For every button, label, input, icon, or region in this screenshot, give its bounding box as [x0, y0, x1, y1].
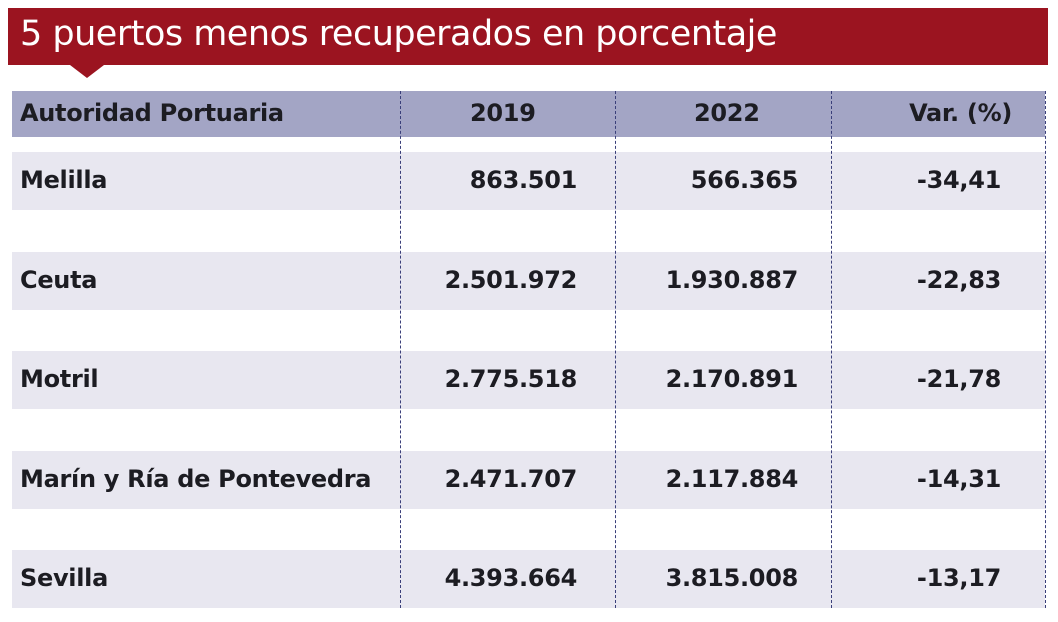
cell-name: Marín y Ría de Pontevedra	[20, 465, 372, 493]
cell-value-2022: 566.365	[690, 166, 799, 194]
cell-value-2019: 863.501	[469, 166, 578, 194]
cell-variation: -13,17	[916, 564, 1001, 592]
column-divider	[831, 91, 832, 608]
title-pointer	[70, 65, 104, 78]
cell-name: Ceuta	[20, 266, 98, 294]
cell-value-2022: 2.170.891	[665, 365, 799, 393]
cell-variation: -14,31	[916, 465, 1001, 493]
cell-value-2019: 2.775.518	[444, 365, 578, 393]
chart-title: 5 puertos menos recuperados en porcentaj…	[20, 14, 777, 54]
table-row: Motril 2.775.518 2.170.891 -21,78	[12, 351, 1045, 409]
cell-name: Sevilla	[20, 564, 108, 592]
table-row: Marín y Ría de Pontevedra 2.471.707 2.117.…	[12, 451, 1045, 509]
cell-value-2019: 2.501.972	[444, 266, 578, 294]
cell-name: Melilla	[20, 166, 108, 194]
table-row: Ceuta 2.501.972 1.930.887 -22,83	[12, 252, 1045, 310]
column-divider	[400, 91, 401, 608]
table-row: Melilla 863.501 566.365 -34,41	[12, 152, 1045, 210]
cell-value-2022: 2.117.884	[665, 465, 799, 493]
cell-value-2022: 3.815.008	[665, 564, 799, 592]
table-row: Sevilla 4.393.664 3.815.008 -13,17	[12, 550, 1045, 608]
column-divider	[1045, 91, 1046, 608]
cell-value-2019: 2.471.707	[444, 465, 578, 493]
header-2019: 2019	[470, 99, 536, 127]
cell-variation: -21,78	[916, 365, 1001, 393]
cell-variation: -22,83	[916, 266, 1001, 294]
table-header: Autoridad Portuaria 2019 2022 Var. (%)	[12, 91, 1045, 137]
header-autoridad: Autoridad Portuaria	[20, 99, 284, 127]
header-var: Var. (%)	[909, 99, 1012, 127]
header-2022: 2022	[694, 99, 760, 127]
cell-value-2022: 1.930.887	[665, 266, 799, 294]
cell-value-2019: 4.393.664	[444, 564, 578, 592]
title-banner: 5 puertos menos recuperados en porcentaj…	[8, 8, 1048, 65]
cell-variation: -34,41	[916, 166, 1001, 194]
cell-name: Motril	[20, 365, 99, 393]
column-divider	[615, 91, 616, 608]
